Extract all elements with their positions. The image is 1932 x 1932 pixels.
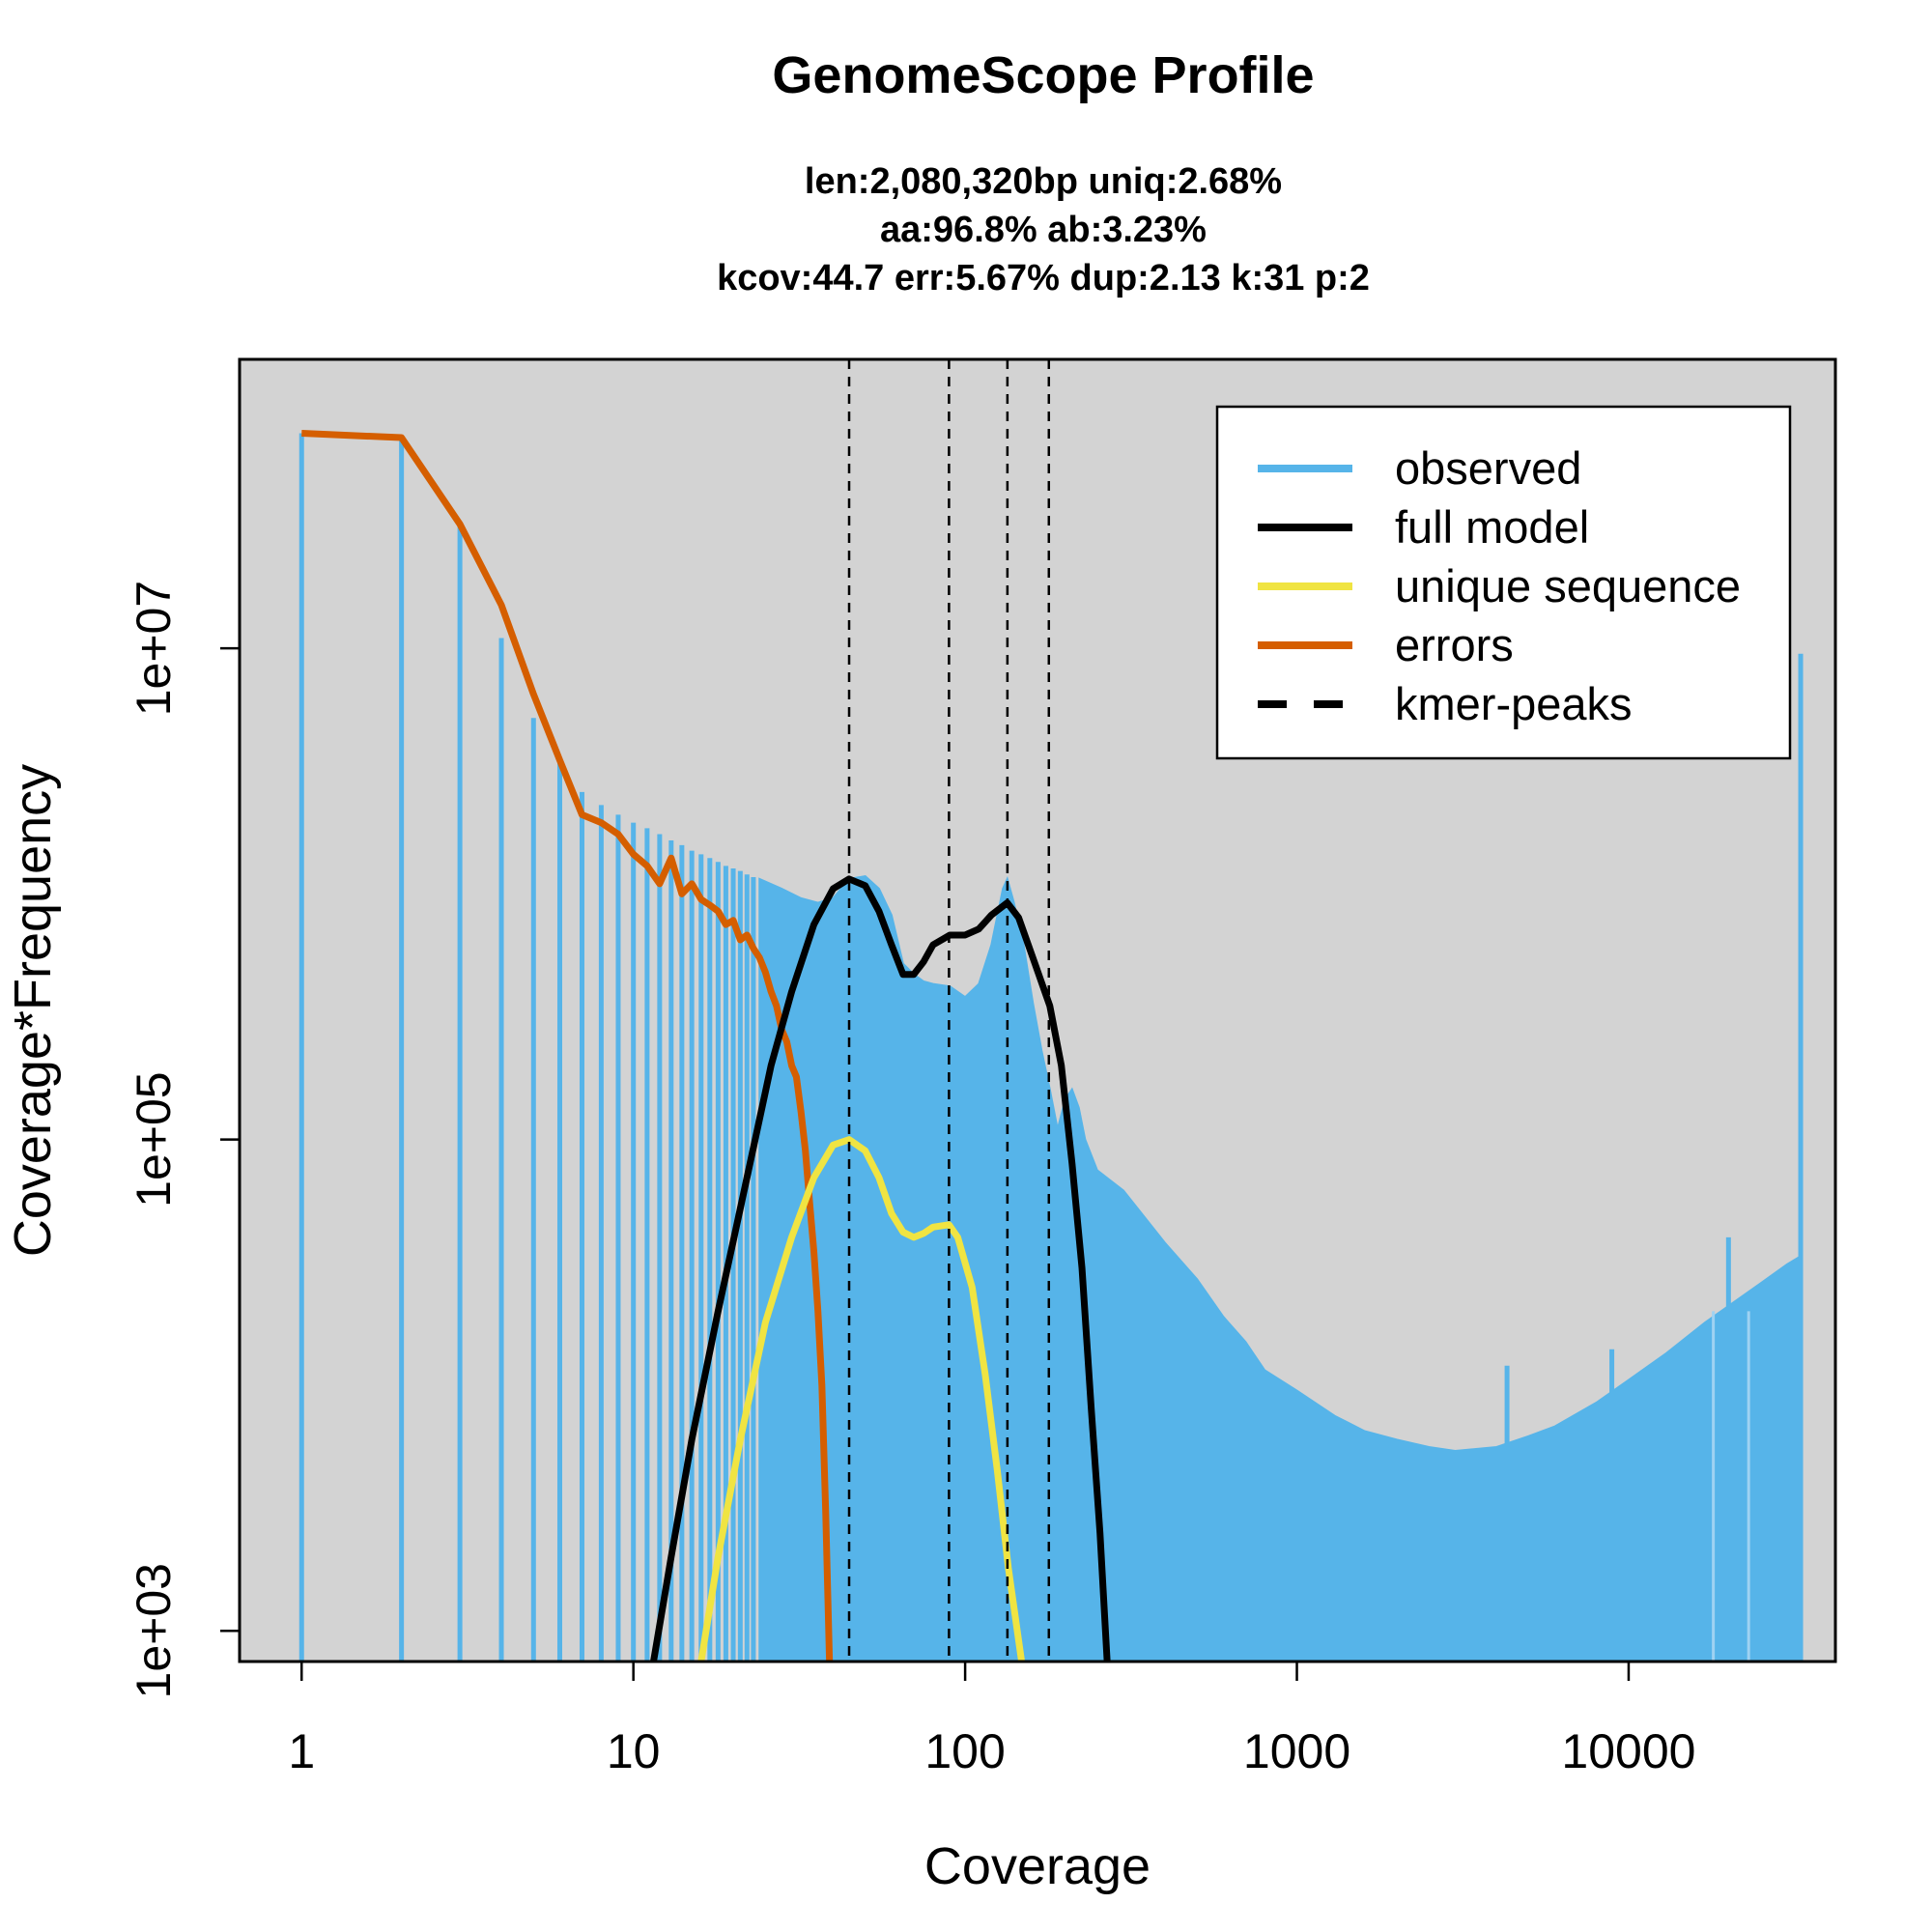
observed-series (298, 433, 1804, 1662)
chart-subtitle-line-2: aa:96.8% ab:3.23% (880, 210, 1207, 250)
observed-area (758, 875, 1803, 1662)
legend-label-errors: errors (1395, 619, 1514, 670)
chart-subtitle-line-3: kcov:44.7 err:5.67% dup:2.13 k:31 p:2 (717, 258, 1370, 298)
legend-label-unique_sequence: unique sequence (1395, 560, 1741, 611)
legend: observed full model unique sequence errors k… (1215, 405, 1792, 760)
x-tick-label: 10 (607, 1724, 661, 1778)
legend-label-kmer_peaks: kmer-peaks (1395, 678, 1633, 729)
y-tick-label: 1e+03 (127, 1563, 181, 1698)
x-tick-label: 10000 (1561, 1724, 1695, 1778)
model-lines (301, 430, 1111, 1662)
y-axis-label: Coverage*Frequency (4, 764, 62, 1257)
errors-line (301, 430, 834, 1662)
full-model-line (650, 875, 1111, 1662)
chart-subtitle-line-1: len:2,080,320bp uniq:2.68% (805, 161, 1282, 202)
x-tick-label: 1000 (1243, 1724, 1350, 1778)
legend-label-full_model: full model (1395, 501, 1589, 553)
y-tick-label: 1e+07 (127, 581, 181, 716)
y-tick-label: 1e+05 (127, 1071, 181, 1207)
x-axis-label: Coverage (924, 1837, 1151, 1895)
kmer-peak-lines (847, 359, 1051, 1662)
legend-label-observed: observed (1395, 442, 1581, 494)
plot-frame (238, 357, 1837, 1663)
chart-title: GenomeScope Profile (772, 46, 1314, 104)
x-tick-label: 100 (924, 1724, 1005, 1778)
x-axis: 1 10 100 1000 10000 (288, 1662, 1695, 1778)
y-axis: 1e+03 1e+05 1e+07 (127, 581, 240, 1698)
x-tick-label: 1 (288, 1724, 315, 1778)
unique-sequence-line (697, 1136, 1026, 1662)
